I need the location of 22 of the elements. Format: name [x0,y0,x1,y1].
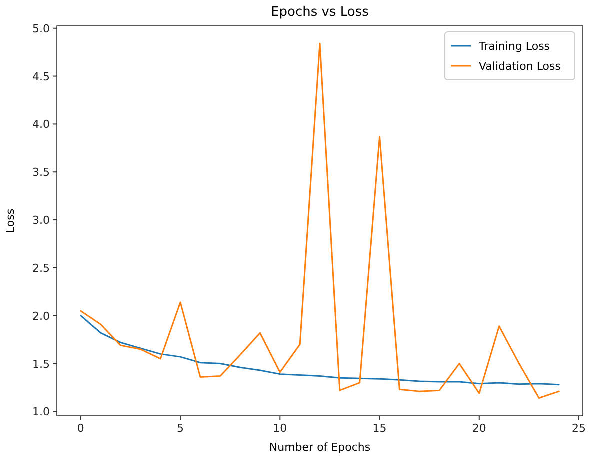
y-tick-label: 2.5 [32,262,50,275]
y-tick-label: 1.5 [32,358,50,371]
chart-title: Epochs vs Loss [271,5,370,20]
y-axis-title: Loss [4,208,17,234]
x-tick-label: 25 [572,422,586,435]
x-tick-label: 20 [472,422,486,435]
y-tick-label: 3.5 [32,166,50,180]
x-tick-label: 15 [372,422,387,435]
y-tick-label: 5.0 [32,22,50,36]
legend-label: Training Loss [478,40,550,53]
x-tick-label: 0 [77,422,84,435]
y-tick-label: 4.5 [32,70,50,84]
legend-label: Validation Loss [479,60,562,73]
x-tick-label: 5 [177,422,184,435]
line-series [80,42,560,400]
y-tick-label: 2.0 [32,310,50,323]
y-tick-label: 1.0 [32,406,50,419]
y-tick-label: 4.0 [32,118,50,132]
x-tick-label: 10 [273,422,288,435]
line-series [80,315,560,386]
y-tick-label: 3.0 [32,214,50,228]
x-axis-title: Number of Epochs [269,441,371,454]
